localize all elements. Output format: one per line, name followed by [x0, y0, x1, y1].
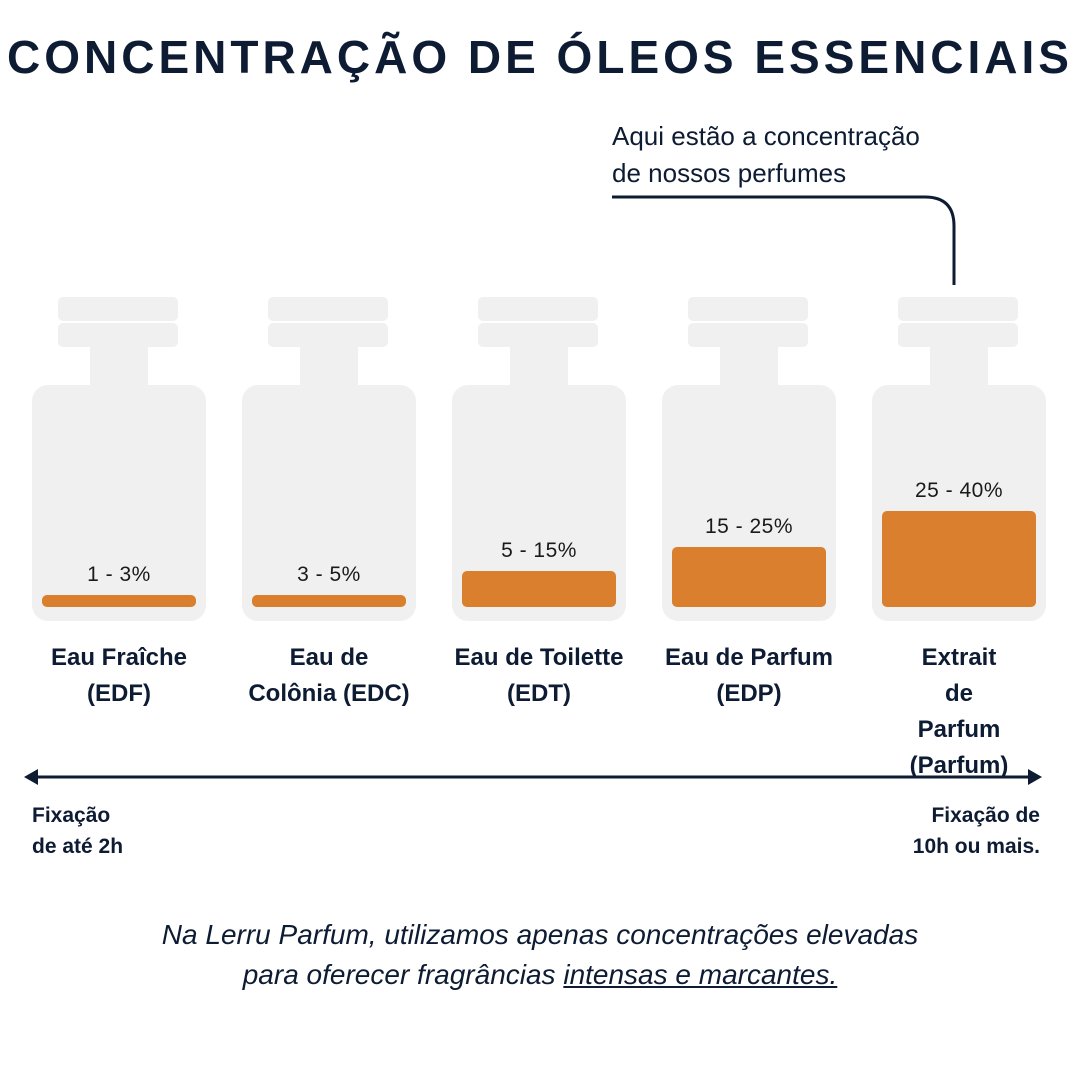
bottle-body: 3 - 5%	[242, 385, 416, 621]
bottle-edp: 15 - 25%	[662, 297, 836, 621]
label-line: (EDF)	[87, 680, 151, 707]
bottle-cap	[58, 323, 178, 347]
label-parfum: Extrait de Parfum (Parfum)	[854, 640, 1064, 784]
fixation-min-line: de até 2h	[32, 835, 124, 858]
concentration-label: 3 - 5%	[297, 563, 361, 586]
label-line: (EDT)	[507, 680, 571, 707]
bottle-cap	[268, 297, 388, 321]
footer-line-1: Na Lerru Parfum, utilizamos apenas conce…	[161, 919, 919, 950]
concentration-fill	[882, 511, 1036, 607]
concentration-fill	[42, 595, 196, 607]
footer-underlined-text: intensas e marcantes.	[563, 959, 838, 990]
fixation-max-line: 10h ou mais.	[912, 835, 1040, 858]
concentration-fill	[462, 571, 616, 607]
label-line: (EDP)	[716, 680, 782, 707]
callout-text: Aqui estão a concentração de nossos perf…	[612, 118, 920, 192]
label-line: Eau de	[289, 644, 369, 671]
bottle-neck	[720, 347, 778, 387]
label-line: (Parfum)	[909, 752, 1009, 779]
fixation-min-line: Fixação	[32, 804, 111, 827]
label-line: Colônia (EDC)	[248, 680, 410, 707]
fixation-max-label: Fixação de 10h ou mais.	[913, 800, 1040, 862]
bottle-neck	[300, 347, 358, 387]
bottle-cap	[268, 323, 388, 347]
label-line: Eau de Parfum	[664, 644, 834, 671]
bottle-cap	[478, 323, 598, 347]
bottle-cap	[478, 297, 598, 321]
bottle-parfum: 25 - 40%	[872, 297, 1046, 621]
concentration-fill	[672, 547, 826, 607]
callout-line-1: Aqui estão a concentração	[612, 121, 920, 151]
bottle-cap	[898, 297, 1018, 321]
bottle-body: 15 - 25%	[662, 385, 836, 621]
label-line: Parfum	[917, 716, 1001, 743]
label-edp: Eau de Parfum (EDP)	[644, 640, 854, 712]
bottle-cap	[688, 323, 808, 347]
label-line: Eau Fraîche	[50, 644, 188, 671]
label-line: Eau de Toilette	[454, 644, 624, 671]
bottle-neck	[930, 347, 988, 387]
page-title: CONCENTRAÇÃO DE ÓLEOS ESSENCIAIS	[7, 31, 1073, 83]
label-line: Extrait	[921, 644, 997, 671]
bottle-neck	[510, 347, 568, 387]
footer-note: Na Lerru Parfum, utilizamos apenas conce…	[0, 915, 1080, 995]
bottle-edt: 5 - 15%	[452, 297, 626, 621]
bottle-edf: 1 - 3%	[32, 297, 206, 621]
concentration-fill	[252, 595, 406, 607]
concentration-label: 25 - 40%	[914, 479, 1004, 502]
fixation-max-line: Fixação de	[931, 804, 1040, 827]
bottle-body: 1 - 3%	[32, 385, 206, 621]
concentration-label: 1 - 3%	[87, 563, 151, 586]
bottle-cap	[58, 297, 178, 321]
callout-line-2: de nossos perfumes	[612, 158, 847, 188]
footer-plain-text: para oferecer fragrâncias	[242, 959, 564, 990]
bottle-neck	[90, 347, 148, 387]
bottle-cap	[688, 297, 808, 321]
bottle-cap	[898, 323, 1018, 347]
concentration-label: 15 - 25%	[704, 515, 794, 538]
label-edt: Eau de Toilette (EDT)	[434, 640, 644, 712]
bottle-edc: 3 - 5%	[242, 297, 416, 621]
fixation-min-label: Fixação de até 2h	[32, 800, 123, 862]
footer-line-2: para oferecer fragrâncias intensas e mar…	[0, 955, 1080, 995]
label-edf: Eau Fraîche (EDF)	[14, 640, 224, 712]
label-line: de	[944, 680, 973, 707]
concentration-label: 5 - 15%	[501, 539, 577, 562]
bottle-body: 25 - 40%	[872, 385, 1046, 621]
bottle-body: 5 - 15%	[452, 385, 626, 621]
label-edc: Eau de Colônia (EDC)	[224, 640, 434, 712]
